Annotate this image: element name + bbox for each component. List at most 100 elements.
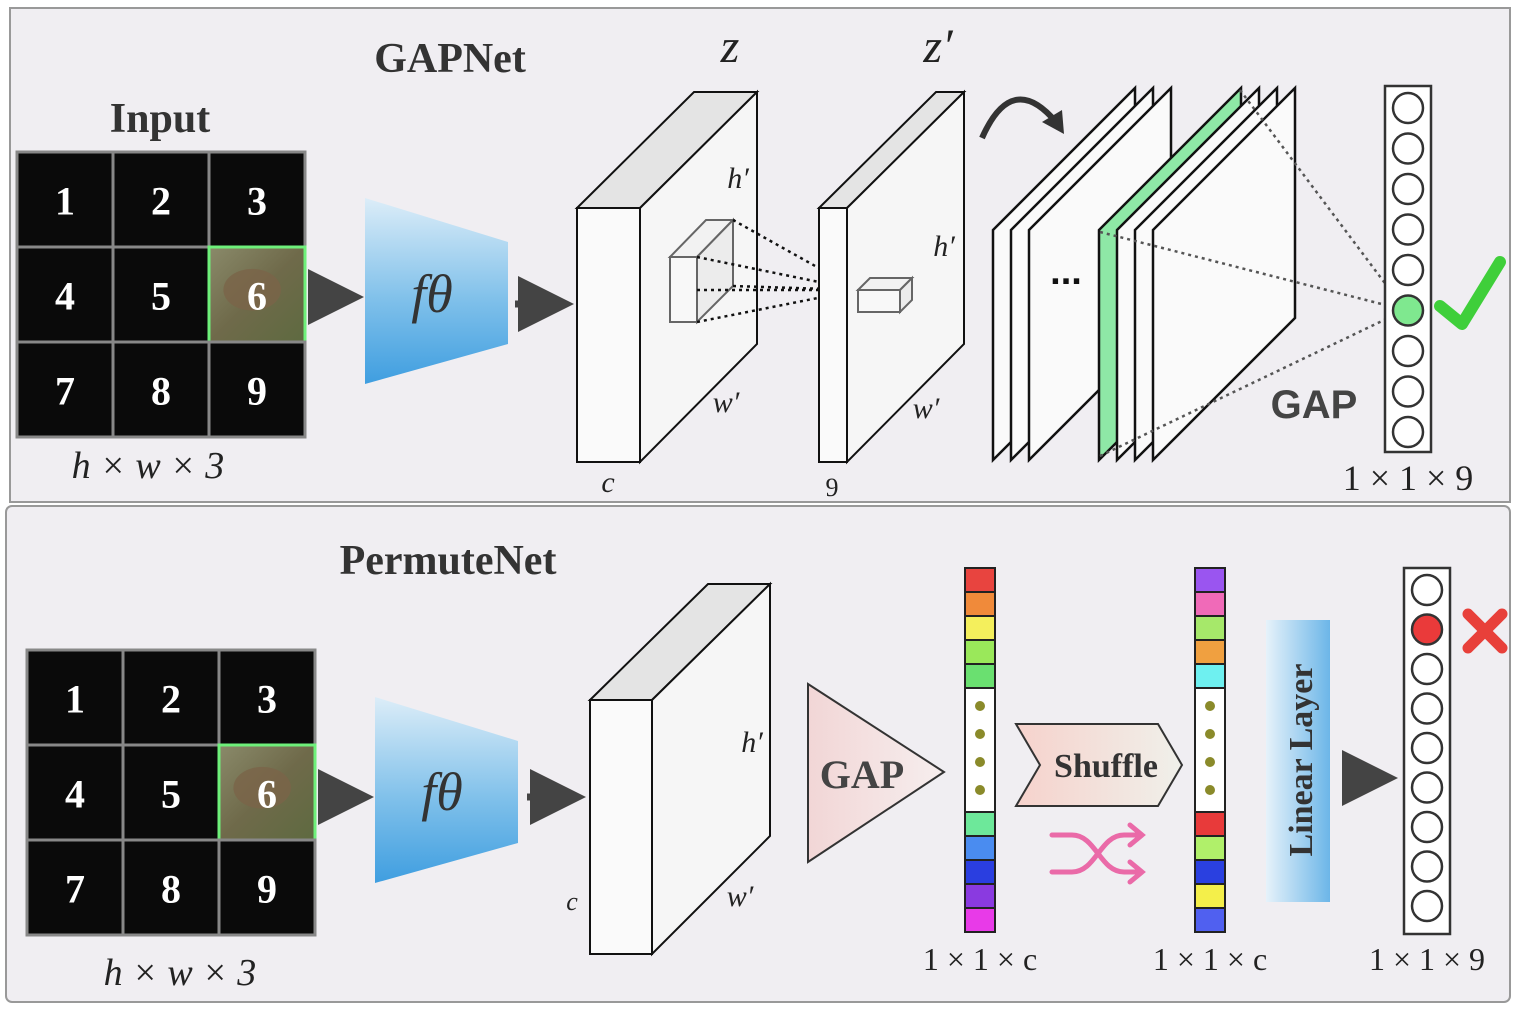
grid-number: 8 <box>151 369 171 414</box>
vector-dot <box>1205 785 1215 795</box>
output-node-active <box>1391 294 1425 327</box>
output-node <box>1391 334 1425 368</box>
vector-dot <box>975 757 985 767</box>
zp-w-label: w′ <box>913 392 940 425</box>
grid-number: 7 <box>55 369 75 414</box>
unstack-arrow-head <box>1042 110 1064 134</box>
grid-cell: 7 <box>15 340 115 439</box>
output-node <box>1410 889 1444 923</box>
output-node <box>1410 692 1444 725</box>
vector-dot <box>1205 757 1215 767</box>
grid-cell: 7 <box>25 838 125 937</box>
grid-number: 6 <box>247 274 267 319</box>
gap-label-bottom: GAP <box>820 752 904 797</box>
vector-cell <box>964 663 996 689</box>
output-node <box>1391 375 1425 408</box>
z-prime-label: z′ <box>922 20 954 73</box>
encoder-symbol-bottom: fθ <box>421 762 463 822</box>
zp-c-label: 9 <box>826 473 839 502</box>
input-grid-top: 1 2 3 4 5 6 7 8 9 <box>15 150 307 439</box>
unstack-arrow <box>979 96 1059 140</box>
vector-cell <box>964 835 996 861</box>
input-dims-top: h × w × 3 <box>72 445 225 487</box>
feature-vector <box>964 567 996 933</box>
linear-layer <box>1266 620 1330 902</box>
vector-cell <box>1194 835 1226 861</box>
output-node <box>1391 253 1425 287</box>
vector-cell <box>1194 639 1226 665</box>
zp-h-label: h′ <box>933 230 955 263</box>
input-label: Input <box>110 96 210 142</box>
input-dims-bottom: h × w × 3 <box>104 952 257 994</box>
grid-number: 8 <box>161 867 181 912</box>
vector-cell <box>964 883 996 909</box>
grid-number: 2 <box>161 677 181 722</box>
vector-cell <box>1194 567 1226 593</box>
grid-cell: 5 <box>111 245 211 344</box>
shuffle-label: Shuffle <box>1054 748 1158 785</box>
grid-number: 9 <box>247 369 267 414</box>
grid-cell: 6 <box>207 245 307 344</box>
grid-cell: 1 <box>15 150 115 249</box>
vector-cell <box>1194 859 1226 885</box>
grid-cell: 6 <box>217 743 317 842</box>
vector-dot <box>975 785 985 795</box>
output-node <box>1410 771 1444 804</box>
output-node <box>1391 213 1425 246</box>
output-node <box>1410 850 1444 883</box>
output-nodes-bottom <box>1410 573 1444 923</box>
check-icon <box>1434 256 1506 330</box>
grid-number: 1 <box>55 179 75 224</box>
z-label: z <box>720 20 740 73</box>
grid-number: 6 <box>257 772 277 817</box>
shuffle-block <box>1014 723 1184 807</box>
grid-number: 4 <box>55 274 75 319</box>
output-dims-top: 1 × 1 × 9 <box>1343 458 1474 498</box>
grid-number: 5 <box>151 274 171 319</box>
output-nodes-top <box>1391 91 1425 449</box>
output-node <box>1391 172 1425 206</box>
shuffled-vector <box>1194 567 1226 933</box>
input-grid-bottom: 1 2 3 4 5 6 7 8 9 <box>25 648 317 937</box>
gapnet-title: GAPNet <box>374 36 526 82</box>
cross-icon <box>1462 608 1508 654</box>
z-h-label: h′ <box>727 162 749 195</box>
output-node <box>1410 573 1444 607</box>
vector-cell <box>964 811 996 837</box>
grid-cell: 3 <box>217 648 317 747</box>
vector-dot <box>975 729 985 739</box>
vector-cell <box>964 639 996 665</box>
vector-cell <box>964 859 996 885</box>
output-node <box>1410 731 1444 765</box>
vector-dot <box>1205 701 1215 711</box>
bottom-c-label: c <box>566 887 578 916</box>
slices-ellipsis: ... <box>1050 251 1082 293</box>
vector-cell <box>1194 615 1226 641</box>
output-node <box>1410 652 1444 686</box>
grid-number: 3 <box>257 677 277 722</box>
vector-cell <box>964 907 996 933</box>
grid-cell: 8 <box>121 838 221 937</box>
grid-number: 2 <box>151 179 171 224</box>
grid-cell: 3 <box>207 150 307 249</box>
output-node <box>1410 810 1444 844</box>
linear-layer-label: Linear Layer <box>1283 664 1320 857</box>
grid-cell: 9 <box>217 838 317 937</box>
grid-number: 9 <box>257 867 277 912</box>
grid-cell: 4 <box>15 245 115 344</box>
vector-dot <box>1205 729 1215 739</box>
grid-cell: 2 <box>121 648 221 747</box>
grid-number: 4 <box>65 772 85 817</box>
shuffle-icon <box>1049 822 1146 885</box>
output-node <box>1391 91 1425 125</box>
grid-cell: 8 <box>111 340 211 439</box>
vector-cell <box>1194 663 1226 689</box>
vector-cell <box>964 615 996 641</box>
vector-dot <box>975 701 985 711</box>
output-node <box>1391 132 1425 165</box>
vector-cell <box>964 567 996 593</box>
grid-number: 7 <box>65 867 85 912</box>
feature-volume-z <box>574 89 760 465</box>
